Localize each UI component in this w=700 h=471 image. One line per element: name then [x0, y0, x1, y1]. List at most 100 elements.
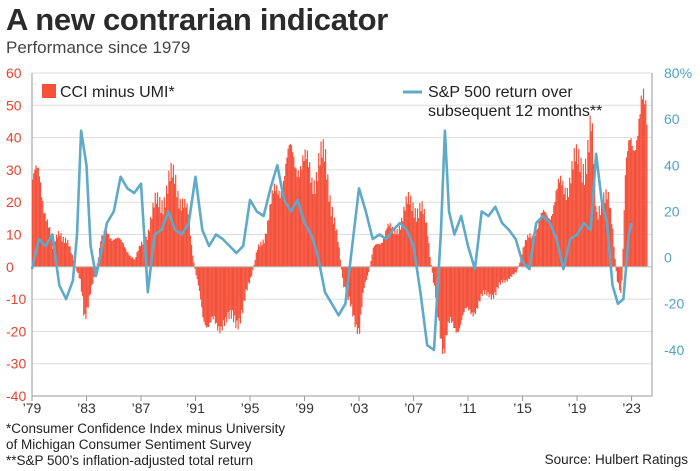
cci-bar [523, 246, 525, 267]
cci-bar [623, 210, 625, 267]
cci-bar [500, 266, 503, 281]
cci-bar [462, 266, 464, 316]
cci-bar [556, 188, 558, 267]
cci-bar [220, 266, 222, 327]
cci-bar [59, 235, 61, 267]
y-left-tick-label: 40 [6, 130, 22, 146]
cci-bar [301, 169, 303, 267]
cci-bar [304, 149, 306, 267]
cci-bar [265, 233, 268, 267]
cci-bar [41, 197, 43, 267]
cci-bar [164, 207, 167, 267]
cci-bar [461, 266, 463, 321]
x-tick-label: ’15 [513, 400, 532, 416]
cci-bar [257, 244, 260, 267]
cci-bar [457, 266, 460, 333]
cci-bar [342, 266, 344, 278]
cci-bar [360, 266, 362, 315]
cci-bar [142, 244, 144, 267]
cci-bar [381, 242, 383, 267]
cci-bar [246, 266, 248, 291]
cci-bar [595, 205, 597, 267]
cci-bar [585, 158, 587, 267]
cci-bar [327, 174, 329, 267]
cci-bar [453, 266, 455, 329]
cci-bar [516, 266, 519, 269]
cci-bar [201, 266, 203, 308]
cci-bar [234, 266, 236, 316]
cci-bar [412, 202, 414, 267]
cci-bar [315, 172, 318, 267]
cci-bar [387, 223, 389, 267]
cci-bar [604, 203, 606, 267]
cci-bar [355, 266, 357, 325]
cci-bar [299, 165, 302, 267]
cci-bar [103, 231, 105, 267]
source-note: Source: Hulbert Ratings [544, 452, 688, 467]
cci-bar [588, 152, 590, 267]
cci-bar [218, 266, 220, 327]
cci-bar [67, 239, 69, 267]
cci-bar [511, 266, 513, 277]
cci-bar [240, 266, 243, 311]
cci-bar [646, 124, 648, 267]
cci-bar [197, 266, 199, 286]
cci-bar [78, 266, 80, 279]
cci-bar [66, 242, 68, 267]
cci-bar [61, 241, 63, 267]
cci-bar [382, 238, 385, 267]
cci-bar [356, 266, 358, 334]
cci-bar [232, 266, 235, 323]
cci-bar [495, 266, 497, 296]
cci-bar [641, 99, 643, 267]
cci-bar [52, 248, 54, 267]
cci-bar [370, 260, 372, 267]
cci-bar [624, 175, 626, 267]
cci-bar [275, 191, 277, 267]
cci-bar [227, 266, 229, 313]
cci-bar [55, 234, 58, 267]
cci-bar [334, 217, 336, 267]
cci-bar [282, 180, 285, 267]
cci-bar [290, 145, 293, 267]
cci-bar [362, 266, 364, 294]
cci-bar [336, 229, 338, 267]
cci-bar [416, 208, 419, 267]
cci-bar [238, 266, 240, 319]
cci-bar [280, 191, 282, 267]
cci-bar [579, 172, 581, 267]
cci-bar [117, 237, 119, 267]
cci-bar [44, 212, 46, 267]
cci-bar [306, 150, 308, 267]
cci-bar [374, 244, 377, 267]
cci-bar [354, 266, 356, 328]
cci-bar [311, 177, 313, 267]
cci-bar [447, 266, 449, 322]
y-right-tick-label: 60 [664, 111, 680, 127]
y-right-tick-label: 40 [664, 157, 680, 173]
cci-bar [513, 266, 515, 275]
cci-bar [88, 266, 90, 296]
cci-bar [146, 239, 148, 267]
cci-bar [532, 239, 534, 267]
cci-bar [51, 238, 53, 267]
cci-bar [150, 216, 152, 267]
cci-bar [489, 266, 491, 295]
cci-bar [168, 170, 170, 267]
cci-bar [262, 239, 264, 267]
cci-bar [120, 239, 122, 267]
cci-bar [470, 266, 472, 315]
cci-bar [321, 157, 323, 267]
cci-bar [629, 139, 631, 267]
cci-bar [407, 192, 410, 267]
cci-bar [395, 234, 397, 267]
cci-bar [137, 250, 139, 267]
cci-bar [590, 131, 592, 267]
cci-bar [569, 177, 571, 267]
cci-bar [612, 228, 614, 267]
cci-bar [506, 266, 508, 282]
cci-bar [112, 239, 114, 267]
cci-bar [451, 266, 453, 323]
cci-bar [251, 266, 253, 276]
cci-bar [460, 266, 462, 325]
